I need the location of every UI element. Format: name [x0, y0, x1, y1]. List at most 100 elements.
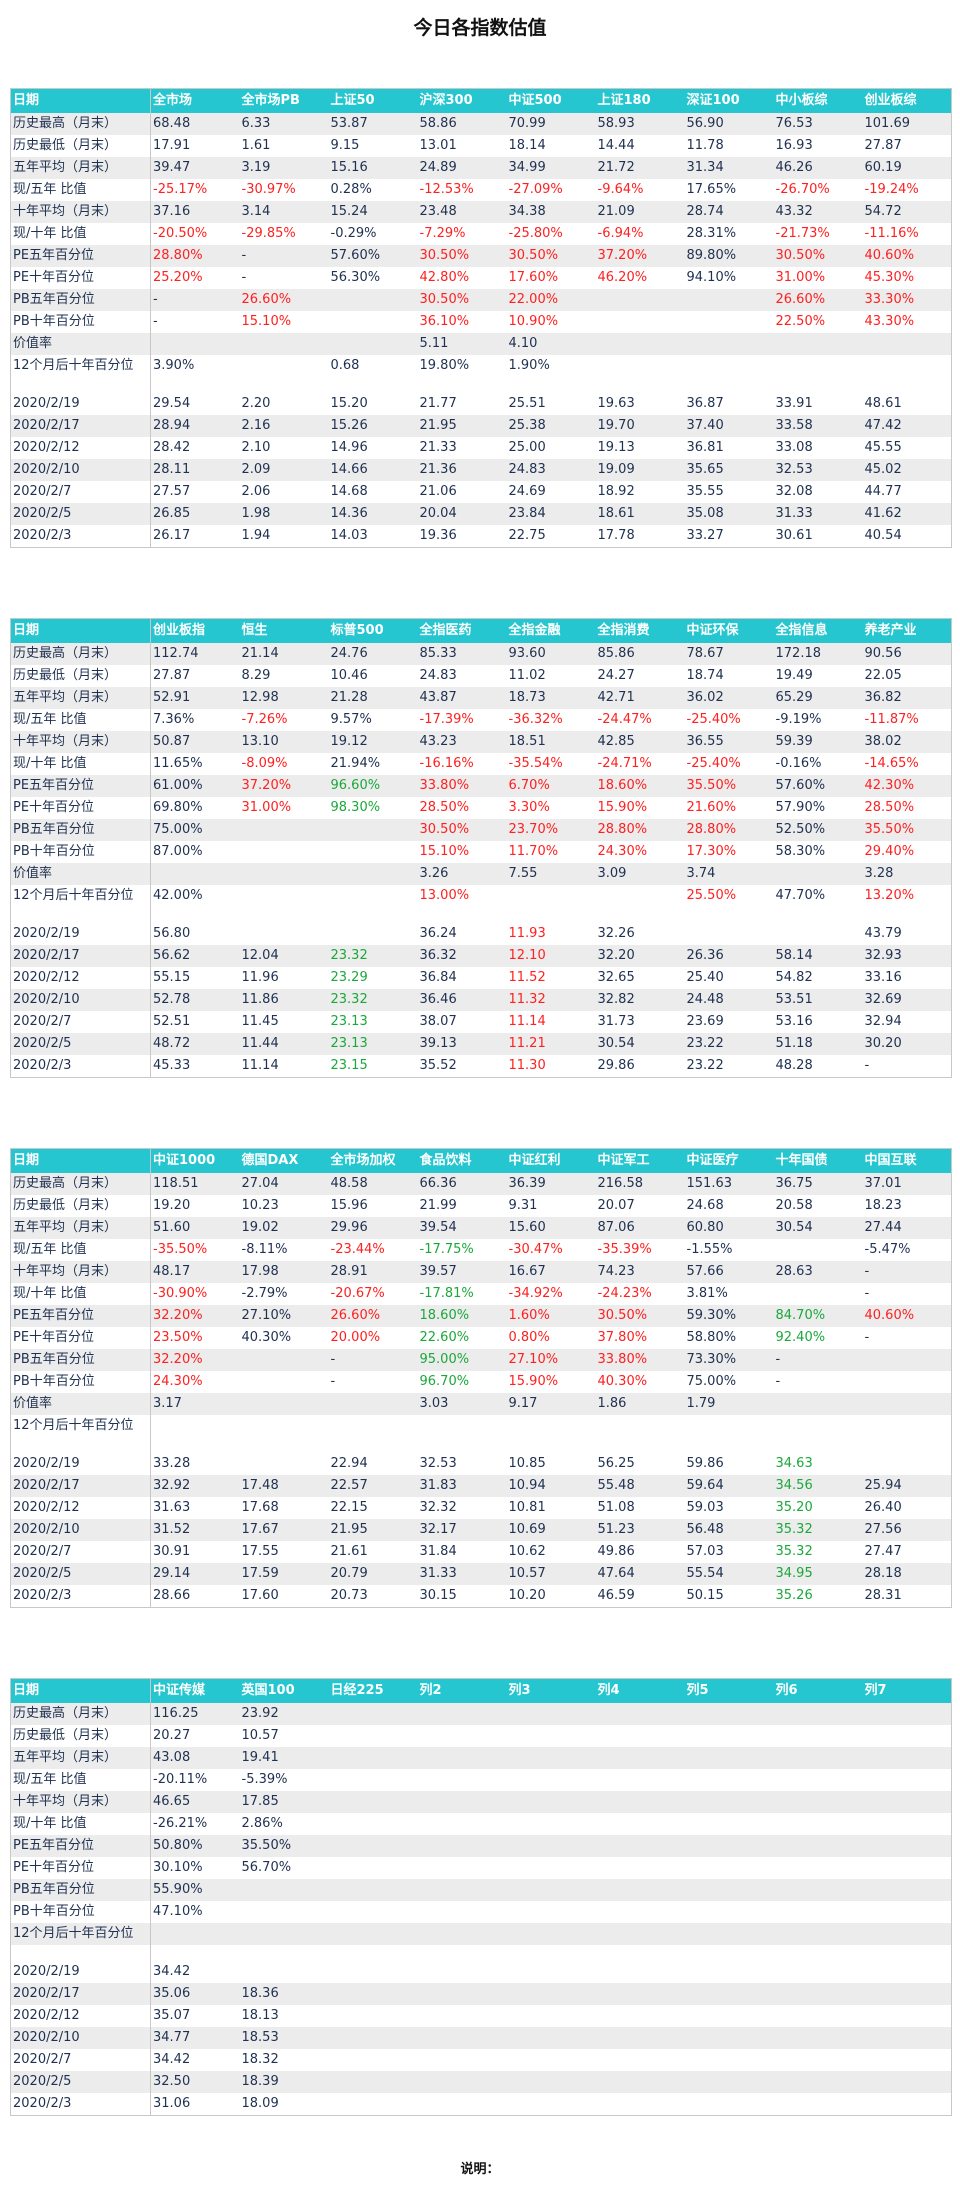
column-header: 英国100: [239, 1678, 329, 1703]
table-cell: 3.26: [417, 863, 507, 885]
table-cell: [684, 2027, 774, 2049]
column-header: 上证180: [595, 88, 685, 113]
table-cell: 17.85: [239, 1791, 329, 1813]
table-cell: 24.48: [684, 989, 774, 1011]
table-cell: 56.62: [150, 945, 240, 967]
spacer-cell: [774, 1945, 863, 1961]
table-row: 五年平均（月末） 43.08 19.41: [10, 1747, 952, 1769]
table-cell: 54.82: [775, 970, 813, 985]
table-cell: [685, 1857, 774, 1879]
table-cell: [329, 311, 418, 333]
column-header: 全市场PB: [239, 88, 329, 113]
table-cell: [863, 1453, 952, 1475]
table-row: 2020/2/3 31.06 18.09: [10, 2093, 952, 2116]
column-header: 沪深300: [417, 88, 507, 113]
row-label: 2020/2/3: [10, 2093, 151, 2116]
table-cell: [417, 1791, 507, 1813]
table-cell: 47.64: [595, 1563, 685, 1585]
row-label: PB十年百分位: [10, 841, 151, 863]
table-cell: 37.20%: [595, 245, 685, 267]
table-cell: [862, 1879, 952, 1901]
table-cell: 93.60: [506, 643, 596, 665]
table-cell: 32.94: [864, 1014, 902, 1029]
table-cell: 10.62: [508, 1544, 546, 1559]
spacer-cell: [863, 907, 952, 923]
table-cell: 19.12: [328, 731, 418, 753]
row-label: 十年平均（月末）: [10, 731, 151, 753]
row-label: 现/十年 比值: [10, 753, 151, 775]
table-cell: 17.67: [239, 1519, 329, 1541]
table-cell: [685, 2093, 774, 2116]
table-cell: 52.91: [150, 687, 240, 709]
table-cell: 17.98: [239, 1261, 329, 1283]
table-cell: [329, 2049, 418, 2071]
table-cell: 151.63: [684, 1173, 774, 1195]
table-cell: -20.11%: [153, 1772, 208, 1787]
row-label: PB五年百分位: [10, 819, 151, 841]
table-cell: [596, 2049, 685, 2071]
table-cell: 112.74: [150, 643, 240, 665]
table-cell: 39.57: [417, 1261, 507, 1283]
table-cell: 25.50%: [686, 888, 737, 903]
table-row: 价值率 3.26 7.55 3.09 3.74 3.28: [10, 863, 952, 885]
table-cell: -0.16%: [775, 756, 822, 771]
table-cell: 7.36%: [153, 712, 195, 727]
table-cell: [684, 1703, 774, 1725]
spacer-cell: [596, 1945, 685, 1961]
table-cell: [774, 1769, 863, 1791]
table-cell: 96.60%: [328, 775, 418, 797]
table-row: 现/十年 比值 11.65% -8.09% 21.94% -16.16% -35.54% -…: [10, 753, 952, 775]
table-cell: 0.68: [330, 358, 360, 373]
table-row: 十年平均（月末） 50.87 13.10 19.12 43.23 18.51 42.85 36…: [10, 731, 952, 753]
spacer-cell: [863, 1437, 952, 1453]
table-row: PB十年百分位 24.30% - 96.70% 15.90% 40.30% 75.00% -: [10, 1371, 952, 1393]
table-cell: 98.30%: [330, 800, 381, 815]
table-cell: 55.54: [684, 1563, 774, 1585]
column-header: 列5: [684, 1678, 774, 1703]
row-label: 十年平均（月末）: [10, 201, 151, 223]
row-label: 2020/2/17: [10, 415, 151, 437]
table-cell: 38.02: [862, 731, 952, 753]
spacer-cell: [685, 1437, 774, 1453]
table-cell: [417, 1983, 507, 2005]
table-cell: 19.09: [595, 459, 685, 481]
table-row: 现/五年 比值 -35.50% -8.11% -23.44% -17.75% -30.47…: [10, 1239, 952, 1261]
row-label: 现/五年 比值: [10, 1239, 151, 1261]
table-row: 2020/2/3 26.17 1.94 14.03 19.36 22.75 17.78 33.…: [10, 525, 952, 548]
table-cell: [240, 1415, 329, 1437]
spacer-cell: [240, 1945, 329, 1961]
table-cell: 40.30%: [241, 1330, 292, 1345]
table-cell: [418, 1415, 507, 1437]
table-header-row: 日期 中证1000 德国DAX 全市场加权 食品饮料 中证红利 中证军工 中证医疗 十年国债 中国…: [10, 1148, 952, 1173]
table-cell: 2.09: [239, 459, 329, 481]
table-row: 2020/2/17 32.92 17.48 22.57 31.83 10.94 55.48 5…: [10, 1475, 952, 1497]
table-cell: 15.60: [506, 1217, 596, 1239]
table-cell: -24.47%: [597, 712, 652, 727]
row-label: 12个月后十年百分位: [10, 885, 151, 907]
row-label: 历史最高（月末）: [10, 643, 151, 665]
table-cell: 18.60%: [417, 1305, 507, 1327]
spacer-cell: [240, 1437, 329, 1453]
table-cell: [328, 1879, 418, 1901]
spacer-cell: [10, 377, 151, 393]
table-cell: 23.29: [330, 970, 368, 985]
table-cell: 19.20: [153, 1198, 191, 1213]
row-label: 2020/2/5: [10, 2071, 151, 2093]
table-cell: [328, 819, 418, 841]
table-cell: 28.31: [864, 1588, 902, 1603]
table-row: PE十年百分位 69.80% 31.00% 98.30% 28.50% 3.30% 15.9…: [10, 797, 952, 819]
table-cell: 3.09: [595, 863, 685, 885]
table-cell: 0.28%: [330, 182, 372, 197]
table-row: 12个月后十年百分位 3.90% 0.68 19.80% 1.90%: [10, 355, 952, 377]
table-cell: 52.50%: [773, 819, 863, 841]
table-cell: [773, 863, 863, 885]
table-cell: 57.90%: [775, 800, 826, 815]
table-cell: 34.56: [773, 1475, 863, 1497]
row-label: 十年平均（月末）: [10, 1791, 151, 1813]
column-header: 中证500: [506, 88, 596, 113]
table-cell: [684, 1983, 774, 2005]
table-cell: -11.87%: [864, 712, 919, 727]
table-cell: [684, 333, 774, 355]
table-cell: -5.47%: [864, 1242, 911, 1257]
table-cell: -36.32%: [508, 712, 563, 727]
